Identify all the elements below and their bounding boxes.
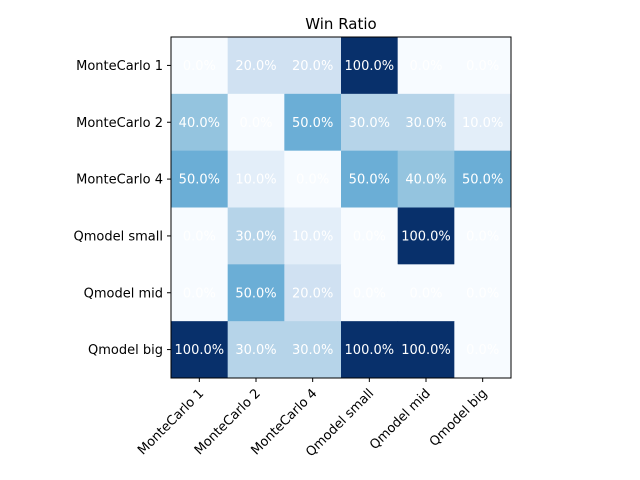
heatmap-cell-r5-c5 xyxy=(454,321,512,379)
heatmap-cell-r3-c4 xyxy=(397,207,455,265)
heatmap-cell-r4-c5 xyxy=(454,264,512,322)
heatmap-cell-r1-c0 xyxy=(171,93,229,152)
heatmap-cell-r2-c4 xyxy=(397,150,455,208)
cell-value-label-r5-c2: 30.0% xyxy=(292,343,333,358)
heatmap-cell-r0-c5 xyxy=(454,37,512,95)
cell-value-label-r2-c0: 50.0% xyxy=(179,173,220,188)
cell-value-label-r0-c2: 20.0% xyxy=(292,59,333,74)
heatmap-cell-r1-c2 xyxy=(284,93,342,152)
cell-value-label-r4-c3: 0.0% xyxy=(353,286,386,301)
heatmap-cell-r5-c3 xyxy=(341,321,399,379)
heatmap-cell-r0-c4 xyxy=(397,37,455,95)
heatmap-cell-r0-c2 xyxy=(284,37,342,95)
cell-value-label-r0-c5: 0.0% xyxy=(466,59,499,74)
cell-value-label-r1-c3: 30.0% xyxy=(349,116,390,131)
cell-value-label-r3-c5: 0.0% xyxy=(466,229,499,244)
heatmap-cell-r4-c2 xyxy=(284,264,342,322)
cell-value-label-r1-c0: 40.0% xyxy=(179,116,220,131)
heatmap-cell-r5-c0 xyxy=(171,321,229,379)
cell-value-label-r3-c4: 100.0% xyxy=(401,229,451,244)
y-tick-label-3: Qmodel small xyxy=(74,229,163,244)
y-axis: MonteCarlo 1 MonteCarlo 2 MonteCarlo 4 Qmod… xyxy=(74,59,171,358)
heatmap-cell-r1-c1 xyxy=(227,93,285,152)
heatmap-cell-r2-c3 xyxy=(341,150,399,208)
cell-value-label-r0-c4: 0.0% xyxy=(409,59,442,74)
cell-value-label-r5-c0: 100.0% xyxy=(175,343,225,358)
heatmap-cell-r3-c2 xyxy=(284,207,342,265)
cell-value-label-r4-c4: 0.0% xyxy=(409,286,442,301)
cell-value-label-r1-c1: 0.0% xyxy=(239,116,272,131)
heatmap-cell-r3-c0 xyxy=(171,207,229,265)
heatmap-cell-r4-c0 xyxy=(171,264,229,322)
y-tick-label-1: MonteCarlo 2 xyxy=(76,116,163,131)
heatmap-cell-labels: 0.0% 20.0% 20.0% 100.0% 0.0% 0.0% 40.0% 0.0% 50.… xyxy=(175,59,504,358)
cell-value-label-r2-c5: 50.0% xyxy=(462,173,503,188)
cell-value-label-r1-c2: 50.0% xyxy=(292,116,333,131)
heatmap-cell-r2-c5 xyxy=(454,150,512,208)
cell-value-label-r4-c5: 0.0% xyxy=(466,286,499,301)
heatmap-cell-r5-c2 xyxy=(284,321,342,379)
cell-value-label-r3-c0: 0.0% xyxy=(183,229,216,244)
cell-value-label-r5-c4: 100.0% xyxy=(401,343,451,358)
cell-value-label-r3-c2: 10.0% xyxy=(292,229,333,244)
cell-value-label-r5-c1: 30.0% xyxy=(235,343,276,358)
cell-value-label-r4-c1: 50.0% xyxy=(235,286,276,301)
heatmap-cell-r2-c0 xyxy=(171,150,229,208)
heatmap-cell-r3-c5 xyxy=(454,207,512,265)
heatmap-cell-r5-c1 xyxy=(227,321,285,379)
heatmap-cell-r0-c1 xyxy=(227,37,285,95)
heatmap-cell-r1-c4 xyxy=(397,93,455,152)
cell-value-label-r5-c5: 0.0% xyxy=(466,343,499,358)
heatmap-cell-r5-c4 xyxy=(397,321,455,379)
heatmap-cell-r4-c4 xyxy=(397,264,455,322)
cell-value-label-r1-c5: 10.0% xyxy=(462,116,503,131)
heatmap-cell-r4-c1 xyxy=(227,264,285,322)
cell-value-label-r0-c0: 0.0% xyxy=(183,59,216,74)
heatmap-cells xyxy=(171,37,512,379)
cell-value-label-r5-c3: 100.0% xyxy=(345,343,395,358)
heatmap-cell-r2-c1 xyxy=(227,150,285,208)
cell-value-label-r2-c4: 40.0% xyxy=(405,173,446,188)
y-tick-label-0: MonteCarlo 1 xyxy=(76,59,163,74)
heatmap-cell-r3-c3 xyxy=(341,207,399,265)
cell-value-label-r2-c2: 0.0% xyxy=(296,173,329,188)
cell-value-label-r3-c3: 0.0% xyxy=(353,229,386,244)
y-tick-label-4: Qmodel mid xyxy=(84,286,163,301)
y-tick-label-2: MonteCarlo 4 xyxy=(76,173,163,188)
heatmap-cell-r0-c0 xyxy=(171,37,229,95)
cell-value-label-r3-c1: 30.0% xyxy=(235,229,276,244)
cell-value-label-r4-c0: 0.0% xyxy=(183,286,216,301)
heatmap-cell-r1-c3 xyxy=(341,93,399,152)
chart-title: Win Ratio xyxy=(305,15,376,33)
heatmap-cell-r4-c3 xyxy=(341,264,399,322)
cell-value-label-r1-c4: 30.0% xyxy=(405,116,446,131)
y-tick-label-5: Qmodel big xyxy=(88,343,163,358)
cell-value-label-r0-c3: 100.0% xyxy=(345,59,395,74)
heatmap-cell-r0-c3 xyxy=(341,37,399,95)
cell-value-label-r4-c2: 20.0% xyxy=(292,286,333,301)
cell-value-label-r2-c3: 50.0% xyxy=(349,173,390,188)
cell-value-label-r0-c1: 20.0% xyxy=(235,59,276,74)
heatmap-cell-r3-c1 xyxy=(227,207,285,265)
cell-value-label-r2-c1: 10.0% xyxy=(235,173,276,188)
heatmap-cell-r1-c5 xyxy=(454,93,512,152)
plot-frame xyxy=(170,36,512,379)
heatmap-cell-r2-c2 xyxy=(284,150,342,208)
